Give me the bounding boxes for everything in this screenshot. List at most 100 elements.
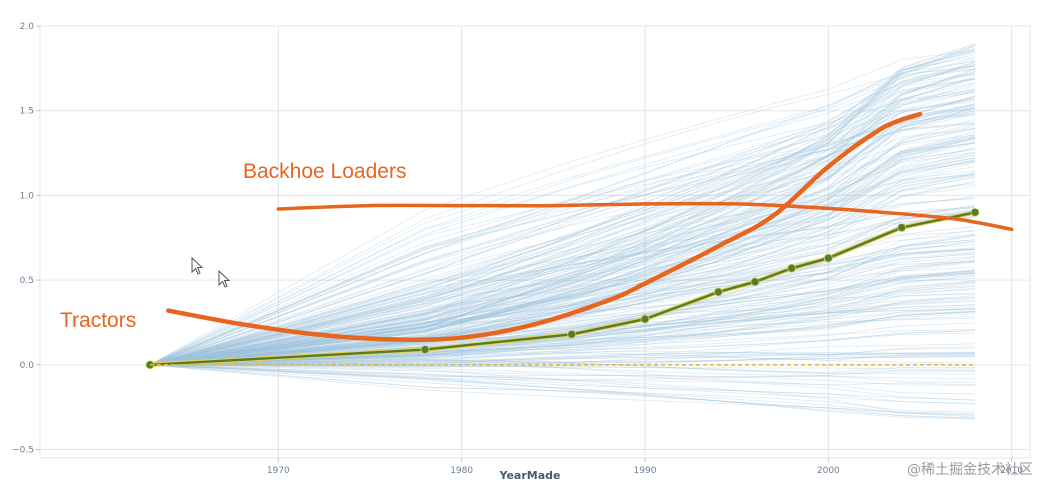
y-tick-label: −0.5 (12, 446, 34, 456)
ice-line (149, 78, 976, 366)
ice-line (149, 271, 976, 366)
ice-line (149, 103, 976, 366)
ice-lines (149, 43, 976, 420)
ice-line (149, 281, 976, 366)
ice-line (149, 147, 976, 366)
ice-line (149, 98, 976, 366)
ice-line (149, 123, 976, 366)
ice-line (149, 261, 976, 366)
ice-line (149, 70, 976, 366)
average-point (567, 329, 577, 339)
ice-line (149, 196, 976, 366)
ice-line (149, 352, 976, 366)
ice-line (149, 346, 976, 366)
ice-line (149, 50, 976, 366)
ice-line (149, 364, 976, 413)
ice-line (149, 141, 976, 366)
ice-line (149, 311, 976, 366)
ice-line (149, 82, 976, 366)
ice-line (149, 287, 976, 366)
ice-line (149, 142, 976, 366)
ice-line (149, 235, 976, 366)
ice-line (149, 45, 976, 366)
ice-line (149, 332, 976, 366)
ice-line (149, 356, 976, 366)
ice-line (149, 295, 976, 366)
watermark: @稀土掘金技术社区 (907, 462, 1033, 478)
ice-line (149, 364, 976, 379)
ice-line (149, 68, 976, 366)
ice-line (149, 322, 976, 366)
ice-line (149, 108, 976, 366)
average-point (970, 207, 980, 217)
ice-line (149, 113, 976, 366)
ice-line (149, 154, 976, 366)
ice-line (149, 96, 976, 366)
ice-line (149, 248, 976, 366)
ice-line (149, 311, 976, 366)
ice-line (149, 356, 976, 366)
annotation-layer: Backhoe Loaders Tractors (60, 111, 1014, 343)
ice-line (149, 90, 976, 366)
ice-line (149, 65, 976, 366)
ice-line (149, 165, 976, 366)
ice-line (149, 205, 976, 366)
ice-line (149, 110, 976, 366)
ice-line (149, 59, 976, 366)
ice-line (149, 147, 976, 366)
ice-line (149, 248, 976, 366)
ice-line (149, 173, 976, 366)
annotation-curve (276, 201, 1014, 232)
ice-line (149, 234, 976, 366)
ice-line (149, 138, 976, 366)
ice-line (149, 204, 976, 366)
ice-line (149, 284, 976, 366)
ice-line (149, 107, 976, 366)
ice-line (149, 248, 976, 366)
ice-line (149, 125, 976, 366)
ice-line (149, 364, 976, 370)
ice-line (149, 256, 976, 366)
ice-line (149, 230, 976, 366)
ice-line (149, 212, 976, 366)
ice-line (149, 107, 976, 366)
ice-line (149, 96, 976, 366)
ice-line (149, 73, 976, 366)
ice-line (149, 78, 976, 366)
ice-line (149, 101, 976, 366)
ice-line (149, 207, 976, 366)
ice-line (149, 364, 976, 418)
ice-line (149, 256, 976, 366)
ice-line (149, 98, 976, 366)
ice-line (149, 88, 976, 366)
ice-line (149, 137, 976, 366)
annotation-label: Backhoe Loaders (243, 160, 406, 183)
x-tick-label: 1980 (450, 466, 473, 476)
average-point (420, 345, 430, 354)
ice-line (149, 313, 976, 366)
ice-line (149, 184, 976, 366)
ice-line (149, 269, 976, 366)
ice-line (149, 50, 976, 366)
ice-line (149, 128, 976, 366)
ice-line (149, 78, 976, 366)
ice-line (149, 364, 976, 420)
annotation-curve (166, 111, 923, 343)
ice-line (149, 138, 976, 366)
ice-line (149, 244, 976, 366)
x-tick-label: 2010 (1000, 466, 1023, 476)
ice-line (149, 174, 976, 366)
ice-line (149, 351, 976, 366)
ice-line (149, 170, 976, 366)
ice-line (149, 364, 976, 416)
ice-line (149, 173, 976, 366)
ice-line (149, 121, 976, 366)
ice-line (149, 158, 976, 366)
ice-line (149, 364, 976, 386)
y-tick-label: 2.0 (20, 22, 35, 32)
ice-line (149, 278, 976, 366)
ice-line (149, 91, 976, 366)
ice-line (149, 114, 976, 366)
